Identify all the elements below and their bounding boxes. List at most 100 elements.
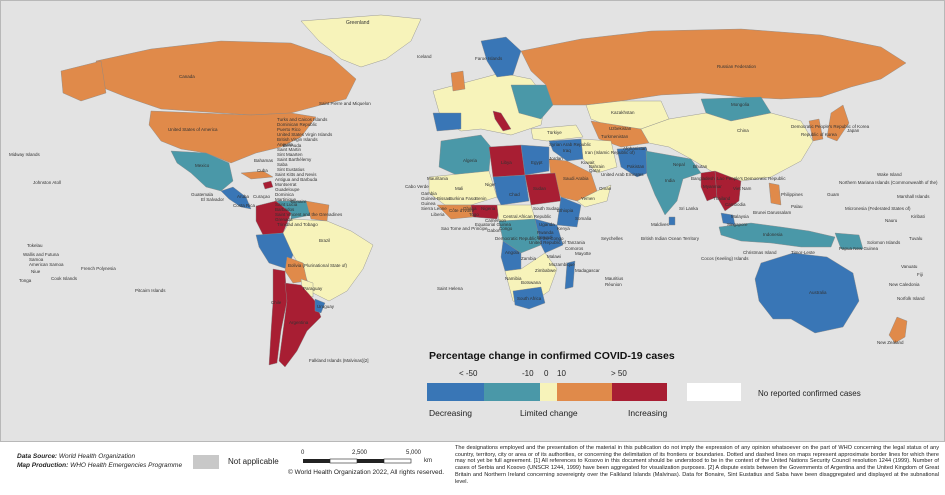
data-source-label: Data Source: bbox=[17, 453, 58, 460]
label-chile: Chile bbox=[271, 300, 282, 305]
legend-tick-10: 10 bbox=[557, 369, 566, 378]
region-ethiopia-horn bbox=[556, 196, 582, 228]
legend-swatch-limited bbox=[540, 383, 557, 401]
label-saint-lucia: Saint Lucia bbox=[275, 202, 298, 207]
label-mayotte: Mayotte bbox=[575, 251, 592, 256]
label-grenada: Grenada bbox=[275, 217, 293, 222]
region-italy bbox=[492, 110, 512, 132]
region-alaska bbox=[60, 60, 107, 102]
region-guianas bbox=[305, 200, 330, 222]
region-nigeria bbox=[470, 204, 502, 220]
label-ethiopia: Ethiopia bbox=[557, 208, 574, 213]
label-montserrat: Montserrat bbox=[275, 182, 297, 187]
label-usa: United States of America bbox=[168, 127, 218, 132]
label-us-virgin-islands: United States Virgin Islands bbox=[277, 132, 333, 137]
label-puerto-rico: Puerto Rico bbox=[277, 127, 301, 132]
label-mongolia: Mongolia bbox=[731, 102, 750, 107]
label-martinique: Martinique bbox=[275, 197, 297, 202]
label-gabon: Gabon bbox=[487, 228, 501, 233]
label-bahamas: Bahamas bbox=[254, 158, 274, 163]
label-tanzania: United Republic of Tanzania bbox=[529, 240, 585, 245]
label-curacao: Curaçao bbox=[253, 194, 271, 199]
label-south-africa: South Africa bbox=[517, 296, 542, 301]
legend-tick-0: 0 bbox=[544, 369, 549, 378]
region-drc bbox=[498, 218, 542, 254]
legend-swatch-decrease-strong bbox=[427, 383, 484, 401]
region-usa bbox=[148, 110, 317, 164]
data-source-value: World Health Organization bbox=[58, 453, 136, 460]
region-south-africa bbox=[512, 286, 546, 310]
label-nepal: Nepal bbox=[673, 162, 685, 167]
region-madagascar bbox=[564, 260, 576, 290]
legend-tick-minus10: -10 bbox=[522, 369, 534, 378]
region-india bbox=[645, 150, 702, 216]
region-korea bbox=[808, 118, 824, 142]
label-burkina-faso: Burkina Faso bbox=[449, 196, 476, 201]
map-production-label: Map Production: bbox=[17, 462, 69, 469]
label-cocos-islands: Cocos (Keeling) Islands bbox=[701, 256, 749, 261]
label-sudan: Sudan bbox=[533, 186, 547, 191]
label-tonga: Tonga bbox=[19, 278, 32, 283]
label-guatemala: Guatemala bbox=[191, 192, 214, 197]
region-png bbox=[834, 232, 864, 250]
label-barbados: Barbados bbox=[275, 207, 295, 212]
label-malawi: Malawi bbox=[547, 254, 562, 259]
label-wake-island: Wake Island bbox=[877, 172, 902, 177]
label-liberia: Liberia bbox=[431, 212, 445, 217]
region-australia bbox=[754, 252, 860, 334]
label-egypt: Egypt bbox=[531, 160, 543, 165]
label-bolivia: Bolivia (Plurinational State of) bbox=[288, 263, 348, 268]
label-midway: Midway Islands bbox=[9, 152, 40, 157]
region-bolivia bbox=[284, 256, 308, 284]
region-central-america bbox=[220, 186, 252, 210]
label-myanmar: Myanmar bbox=[703, 184, 722, 189]
label-equatorial-guinea: Equatorial Guinea bbox=[475, 222, 512, 227]
label-kenya: Kenya bbox=[557, 226, 570, 231]
disclaimer-text: The designations employed and the presen… bbox=[455, 445, 939, 485]
region-sri-lanka bbox=[668, 216, 676, 226]
label-bonaire: Bonaire bbox=[291, 199, 307, 204]
label-palau: Palau bbox=[791, 204, 803, 209]
label-vanuatu: Vanuatu bbox=[901, 264, 918, 269]
label-reunion: Réunion bbox=[605, 282, 622, 287]
label-sao-tome: Sao Tome and Principe bbox=[441, 226, 488, 231]
label-anguilla: Anguilla bbox=[277, 142, 294, 147]
label-madagascar: Madagascar bbox=[575, 268, 600, 273]
label-somalia: Somalia bbox=[575, 216, 592, 221]
label-iceland: Iceland bbox=[417, 54, 432, 59]
legend-label-no-cases: No reported confirmed cases bbox=[758, 389, 861, 398]
label-burundi: Burundi bbox=[537, 235, 553, 240]
region-niger-chad bbox=[492, 174, 530, 206]
label-dominica: Dominica bbox=[275, 192, 294, 197]
label-niue: Niue bbox=[31, 269, 41, 274]
region-indochina bbox=[714, 170, 742, 212]
label-indonesia: Indonesia bbox=[763, 232, 783, 237]
label-british-virgin-islands: British Virgin Islands bbox=[277, 137, 318, 142]
label-antigua: Antigua and Barbuda bbox=[275, 177, 318, 182]
label-iran: Iran (Islamic Republic of) bbox=[585, 150, 635, 155]
region-argentina bbox=[278, 282, 322, 368]
label-sri-lanka: Sri Lanka bbox=[679, 206, 699, 211]
label-australia: Australia bbox=[809, 290, 827, 295]
label-libya: Libya bbox=[501, 160, 512, 165]
label-oman: Oman bbox=[599, 186, 612, 191]
region-chile bbox=[268, 268, 288, 366]
label-fiji: Fiji bbox=[917, 272, 923, 277]
label-uzbekistan: Uzbekistan bbox=[609, 126, 632, 131]
region-turkey bbox=[530, 124, 584, 142]
label-uganda: Uganda bbox=[539, 222, 555, 227]
region-east-africa bbox=[534, 218, 564, 254]
label-mauritania: Mauritania bbox=[427, 176, 449, 181]
label-mali: Mali bbox=[455, 186, 464, 191]
world-map: Greenland Iceland Faroe Islands Russian … bbox=[0, 0, 945, 442]
label-jordan: Jordan bbox=[549, 156, 563, 161]
label-rwanda: Rwanda bbox=[537, 230, 554, 235]
map-footer: Data Source: World Health Organization M… bbox=[0, 442, 945, 495]
label-solomon-islands: Solomon Islands bbox=[867, 240, 901, 245]
region-afghanistan-pakistan bbox=[616, 146, 654, 178]
legend-swatch-no-cases bbox=[687, 383, 741, 401]
label-biot: British Indian Ocean Territory bbox=[641, 236, 699, 241]
label-niger: Niger bbox=[485, 182, 496, 187]
legend-tick-lt-minus50: < -50 bbox=[459, 369, 478, 378]
label-turkmenistan: Turkmenistan bbox=[601, 134, 629, 139]
